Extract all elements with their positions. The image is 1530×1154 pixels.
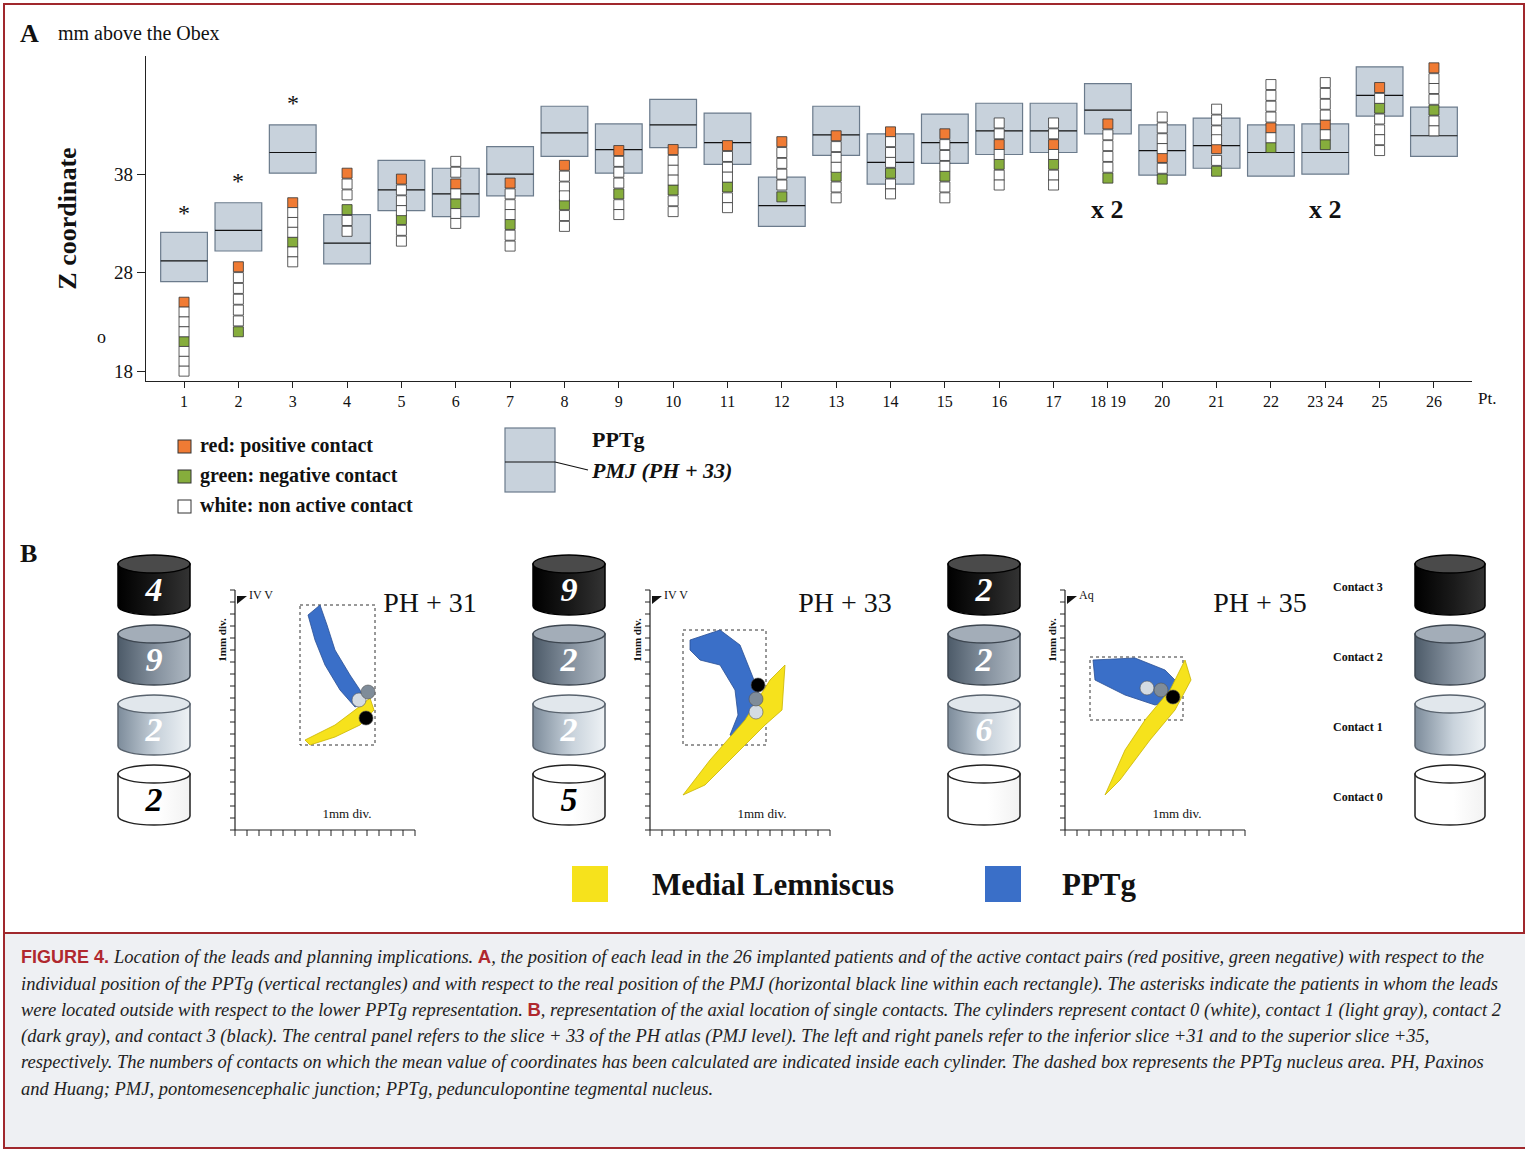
svg-text:green: negative contact: green: negative contact: [200, 464, 398, 487]
svg-text:1: 1: [180, 393, 188, 410]
svg-text:PPTg: PPTg: [592, 427, 645, 452]
svg-text:*: *: [232, 168, 244, 194]
svg-text:o: o: [97, 327, 106, 347]
html-text:FIGURE 4. Location of the lead: FIGURE 4. Location of the leads and plan…: [21, 946, 1501, 1099]
svg-text:*: *: [178, 200, 190, 226]
svg-text:1mm div.: 1mm div.: [1153, 806, 1202, 821]
svg-text:2: 2: [975, 571, 993, 608]
svg-text:10: 10: [665, 393, 681, 410]
svg-text:5: 5: [397, 393, 405, 410]
svg-text:white: non active contact: white: non active contact: [200, 494, 413, 516]
svg-text:6: 6: [976, 711, 993, 748]
svg-text:x 2: x 2: [1309, 195, 1342, 224]
svg-text:IV V: IV V: [249, 588, 273, 602]
svg-text:25: 25: [1372, 393, 1388, 410]
svg-text:2: 2: [145, 781, 163, 818]
svg-text:14: 14: [883, 393, 899, 410]
svg-text:7: 7: [506, 393, 514, 410]
svg-text:Contact 3: Contact 3: [1333, 580, 1383, 594]
svg-text:Aq: Aq: [1079, 588, 1094, 602]
svg-text:1mm div.: 1mm div.: [631, 618, 643, 662]
svg-text:Contact 2: Contact 2: [1333, 650, 1383, 664]
svg-text:red: positive contact: red: positive contact: [200, 434, 373, 457]
svg-text:18: 18: [114, 361, 133, 382]
svg-text:PPTg: PPTg: [1062, 867, 1137, 902]
svg-text:1mm div.: 1mm div.: [323, 806, 372, 821]
svg-text:17: 17: [1046, 393, 1062, 410]
svg-text:B: B: [20, 539, 37, 568]
svg-text:12: 12: [774, 393, 790, 410]
svg-text:PMJ (PH + 33): PMJ (PH + 33): [591, 458, 732, 483]
svg-text:2: 2: [234, 393, 242, 410]
svg-text:1mm div.: 1mm div.: [216, 618, 228, 662]
svg-text:2: 2: [560, 641, 578, 678]
svg-text:23 24: 23 24: [1307, 393, 1343, 410]
svg-text:38: 38: [114, 164, 133, 185]
svg-text:Contact 1: Contact 1: [1333, 720, 1383, 734]
svg-text:A: A: [20, 19, 39, 48]
svg-text:1mm div.: 1mm div.: [738, 806, 787, 821]
svg-text:mm above the Obex: mm above the Obex: [58, 22, 220, 44]
svg-text:PH + 35: PH + 35: [1213, 587, 1307, 618]
svg-text:20: 20: [1154, 393, 1170, 410]
svg-text:26: 26: [1426, 393, 1442, 410]
svg-text:Pt.: Pt.: [1478, 389, 1496, 408]
svg-text:15: 15: [937, 393, 953, 410]
svg-text:*: *: [287, 90, 299, 116]
svg-text:2: 2: [560, 711, 578, 748]
svg-text:2: 2: [975, 641, 993, 678]
svg-text:Z coordinate: Z coordinate: [53, 147, 82, 289]
svg-text:PH + 33: PH + 33: [798, 587, 892, 618]
svg-text:x 2: x 2: [1091, 195, 1124, 224]
svg-text:8: 8: [560, 393, 568, 410]
svg-text:4: 4: [343, 393, 351, 410]
svg-text:2: 2: [145, 711, 163, 748]
svg-text:22: 22: [1263, 393, 1279, 410]
svg-text:Contact 0: Contact 0: [1333, 790, 1383, 804]
svg-text:13: 13: [828, 393, 844, 410]
svg-text:18 19: 18 19: [1090, 393, 1126, 410]
svg-text:3: 3: [289, 393, 297, 410]
svg-text:1mm div.: 1mm div.: [1046, 618, 1058, 662]
svg-text:4: 4: [145, 571, 163, 608]
svg-text:PH + 31: PH + 31: [383, 587, 477, 618]
svg-text:9: 9: [146, 641, 163, 678]
svg-text:5: 5: [561, 781, 578, 818]
svg-text:9: 9: [615, 393, 623, 410]
svg-text:9: 9: [561, 571, 578, 608]
svg-text:28: 28: [114, 262, 133, 283]
svg-text:6: 6: [452, 393, 460, 410]
svg-text:16: 16: [991, 393, 1007, 410]
svg-text:21: 21: [1209, 393, 1225, 410]
svg-text:Medial Lemniscus: Medial Lemniscus: [652, 867, 894, 902]
svg-text:IV V: IV V: [664, 588, 688, 602]
svg-text:11: 11: [720, 393, 735, 410]
